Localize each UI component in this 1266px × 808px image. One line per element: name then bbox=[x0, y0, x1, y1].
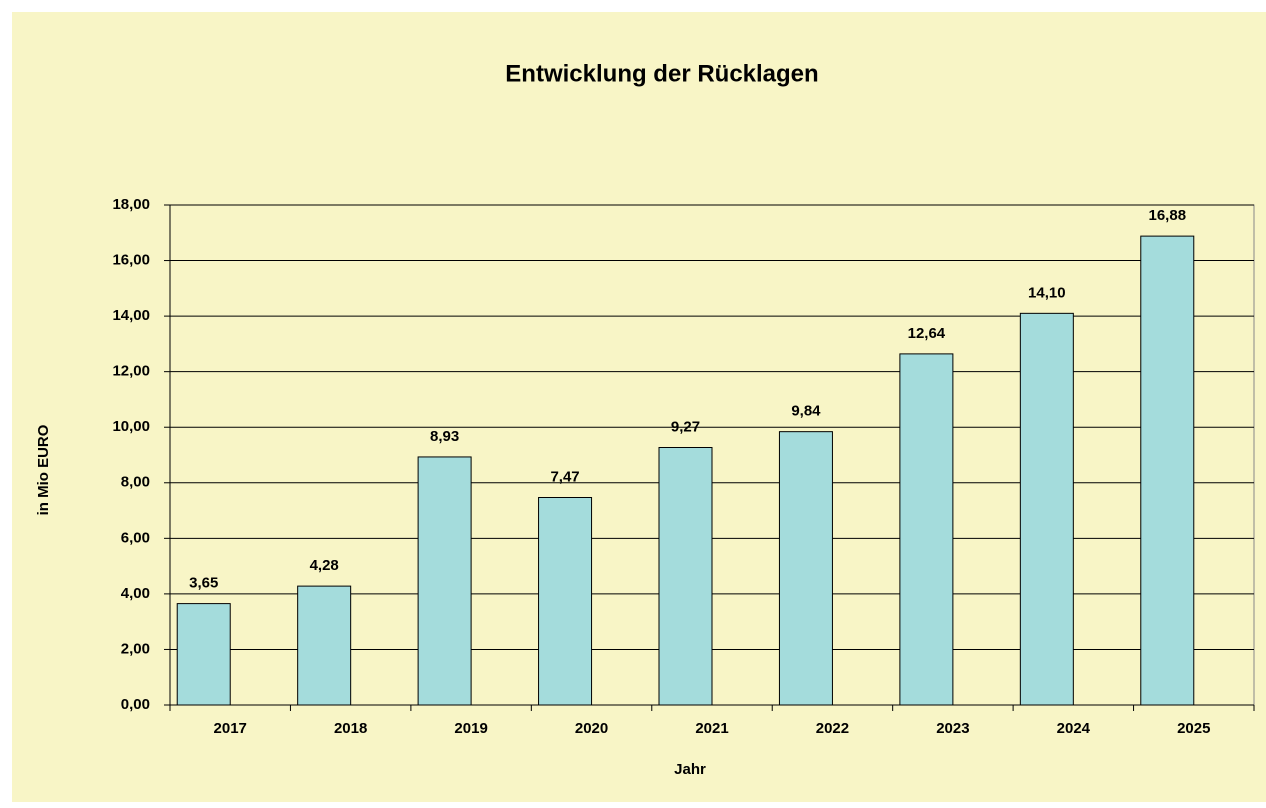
data-label: 16,88 bbox=[1149, 207, 1187, 224]
bar bbox=[1019, 312, 1074, 706]
x-tick-label: 2018 bbox=[334, 720, 367, 737]
x-tick-label: 2024 bbox=[1057, 720, 1091, 737]
data-label: 9,84 bbox=[791, 403, 821, 420]
x-tick-label: 2017 bbox=[214, 720, 247, 737]
y-tick-label: 12,00 bbox=[112, 363, 150, 380]
x-tick-label: 2023 bbox=[936, 720, 969, 737]
x-tick-label: 2019 bbox=[454, 720, 487, 737]
y-tick-label: 10,00 bbox=[112, 418, 150, 435]
y-tick-label: 0,00 bbox=[121, 696, 150, 713]
y-tick-label: 2,00 bbox=[121, 640, 150, 657]
data-label: 8,93 bbox=[430, 428, 459, 445]
y-tick-label: 16,00 bbox=[112, 252, 150, 269]
x-tick-label: 2022 bbox=[816, 720, 849, 737]
data-label: 4,28 bbox=[310, 557, 339, 574]
chart-title: Entwicklung der Rücklagen bbox=[505, 60, 818, 87]
y-tick-label: 18,00 bbox=[112, 196, 150, 213]
bar bbox=[899, 353, 954, 706]
y-tick-label: 14,00 bbox=[112, 307, 150, 324]
y-tick-label: 4,00 bbox=[121, 585, 150, 602]
y-axis-label: in Mio EURO bbox=[35, 424, 52, 515]
x-tick-label: 2020 bbox=[575, 720, 608, 737]
data-label: 7,47 bbox=[550, 468, 579, 485]
x-axis-label: Jahr bbox=[674, 761, 706, 778]
bar bbox=[297, 585, 352, 706]
bar bbox=[658, 447, 713, 706]
data-label: 9,27 bbox=[671, 418, 700, 435]
bar bbox=[176, 603, 231, 706]
data-label: 3,65 bbox=[189, 575, 218, 592]
bar bbox=[538, 497, 593, 706]
x-tick-label: 2025 bbox=[1177, 720, 1210, 737]
bar bbox=[1140, 235, 1195, 706]
y-tick-label: 8,00 bbox=[121, 474, 150, 491]
bar bbox=[778, 431, 833, 706]
x-tick-label: 2021 bbox=[695, 720, 728, 737]
y-tick-label: 6,00 bbox=[121, 529, 150, 546]
data-label: 14,10 bbox=[1028, 284, 1066, 301]
data-label: 12,64 bbox=[908, 325, 946, 342]
bar bbox=[417, 456, 472, 706]
